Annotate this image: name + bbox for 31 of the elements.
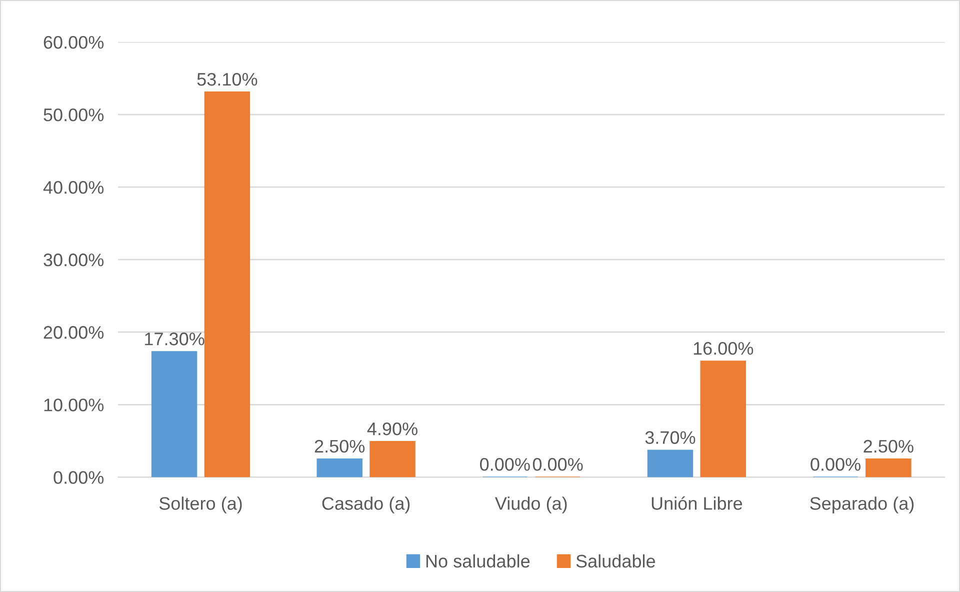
x-tick-label: Separado (a): [810, 496, 914, 514]
y-tick-label: 20.00%: [44, 326, 104, 339]
y-tick-label: 0.00%: [54, 471, 104, 484]
data-label: 16.00%: [694, 342, 754, 355]
data-label: 3.70%: [645, 431, 696, 444]
bar: [151, 351, 198, 478]
x-tick-label: Viudo (a): [494, 496, 567, 514]
y-tick-label: 40.00%: [43, 181, 104, 194]
bar: [647, 450, 694, 478]
y-tick-label: 30.00%: [44, 254, 104, 266]
data-label: 53.10%: [197, 72, 258, 86]
data-label: 0.00%: [532, 458, 583, 471]
x-tick-label: Soltero (a): [159, 496, 242, 514]
bar: [370, 441, 416, 478]
bar: [316, 458, 362, 478]
y-tick-label: 50.00%: [44, 108, 104, 122]
legend-label: Saludable: [576, 554, 656, 568]
bar: [866, 458, 912, 478]
data-label: 4.90%: [367, 422, 418, 436]
data-label: 17.30%: [145, 332, 204, 346]
y-tick-label: 10.00%: [44, 398, 104, 412]
bar: [700, 360, 746, 478]
bar: [204, 92, 250, 478]
data-label: 2.50%: [864, 440, 914, 453]
x-tick-label: Casado (a): [322, 496, 410, 514]
y-tick-label: 60.00%: [44, 36, 104, 49]
legend-label: No saludable: [426, 554, 530, 568]
data-label: 2.50%: [314, 440, 365, 453]
data-label: 0.00%: [810, 458, 860, 471]
data-label: 0.00%: [480, 458, 530, 471]
x-tick-label: Unión Libre: [652, 496, 742, 510]
